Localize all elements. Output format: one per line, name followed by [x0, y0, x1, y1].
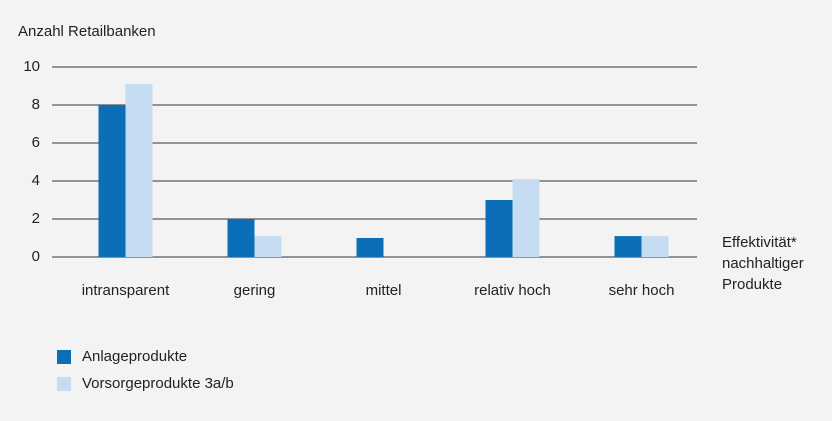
x-tick-label: intransparent	[82, 282, 170, 299]
legend-label: Vorsorgeprodukte 3a/b	[82, 375, 234, 392]
x-tick-label: mittel	[366, 282, 402, 299]
y-axis-title: Anzahl Retailbanken	[18, 23, 156, 40]
legend-label: Anlageprodukte	[82, 348, 187, 365]
bar	[227, 219, 255, 257]
bar	[125, 84, 153, 257]
legend-swatch	[57, 350, 71, 364]
y-tick-label: 10	[23, 58, 40, 75]
x-axis-title: Effektivität* nachhaltiger Produkte	[722, 234, 804, 293]
y-tick-label: 0	[32, 248, 40, 265]
y-tick-label: 4	[32, 172, 40, 189]
bar	[254, 236, 282, 257]
legend-swatch	[57, 377, 71, 391]
y-tick-label: 2	[32, 210, 40, 227]
y-tick-label: 8	[32, 96, 40, 113]
y-tick-label: 6	[32, 134, 40, 151]
x-tick-label: relativ hoch	[474, 282, 551, 299]
bar	[641, 236, 669, 257]
bar	[512, 179, 540, 257]
bar	[356, 238, 384, 257]
bar	[485, 200, 513, 257]
x-tick-label: sehr hoch	[609, 282, 675, 299]
x-tick-label: gering	[234, 282, 276, 299]
bar	[98, 105, 126, 257]
bar	[614, 236, 642, 257]
